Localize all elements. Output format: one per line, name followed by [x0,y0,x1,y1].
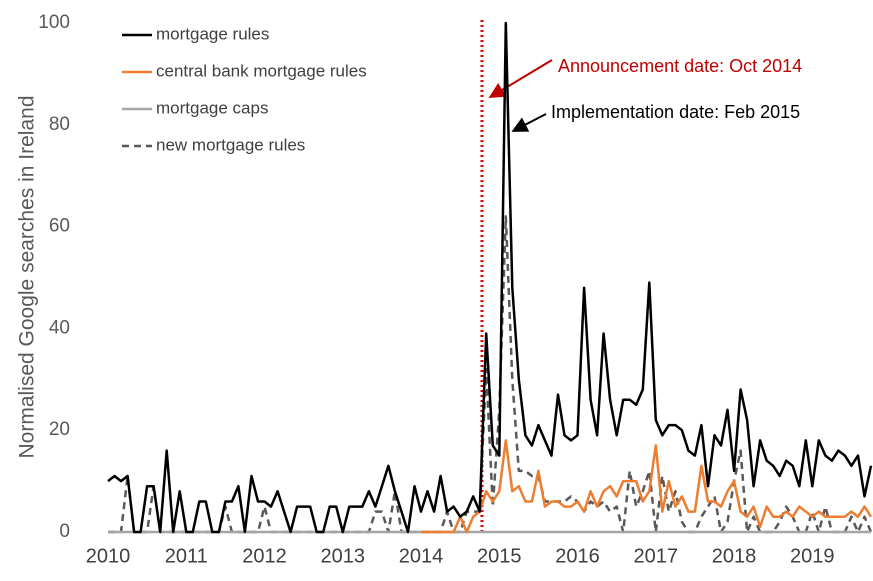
x-tick-label: 2016 [555,545,600,567]
y-tick-label: 100 [38,12,70,33]
y-axis-title: Normalised Google searches in Ireland [16,95,39,458]
y-tick-label: 0 [59,521,70,542]
announcement-arrow [488,59,553,99]
legend-label: new mortgage rules [156,135,305,154]
series-line [108,215,873,534]
legend-label: mortgage rules [156,24,269,43]
x-tick-label: 2011 [165,545,208,567]
x-tick-label: 2015 [477,545,522,567]
annotation: Announcement date: Oct 2014 [558,56,802,76]
series-line [107,21,873,534]
legend-label: mortgage caps [156,98,268,117]
implementation-arrow [511,113,547,132]
series-line [421,439,873,534]
y-tick-label: 60 [49,216,70,237]
x-tick-label: 2013 [321,545,366,567]
y-tick-label: 40 [49,317,70,338]
x-tick-label: 2018 [712,545,757,567]
x-tick-label: 2010 [86,545,131,567]
x-tick-label: 2017 [634,545,679,567]
legend-label: central bank mortgage rules [156,61,367,80]
y-tick-label: 20 [49,419,70,440]
x-tick-label: 2012 [242,545,287,567]
annotation: Implementation date: Feb 2015 [551,102,800,122]
x-tick-label: 2014 [399,545,444,567]
x-tick-label: 2019 [790,545,835,567]
y-tick-label: 80 [49,114,70,135]
